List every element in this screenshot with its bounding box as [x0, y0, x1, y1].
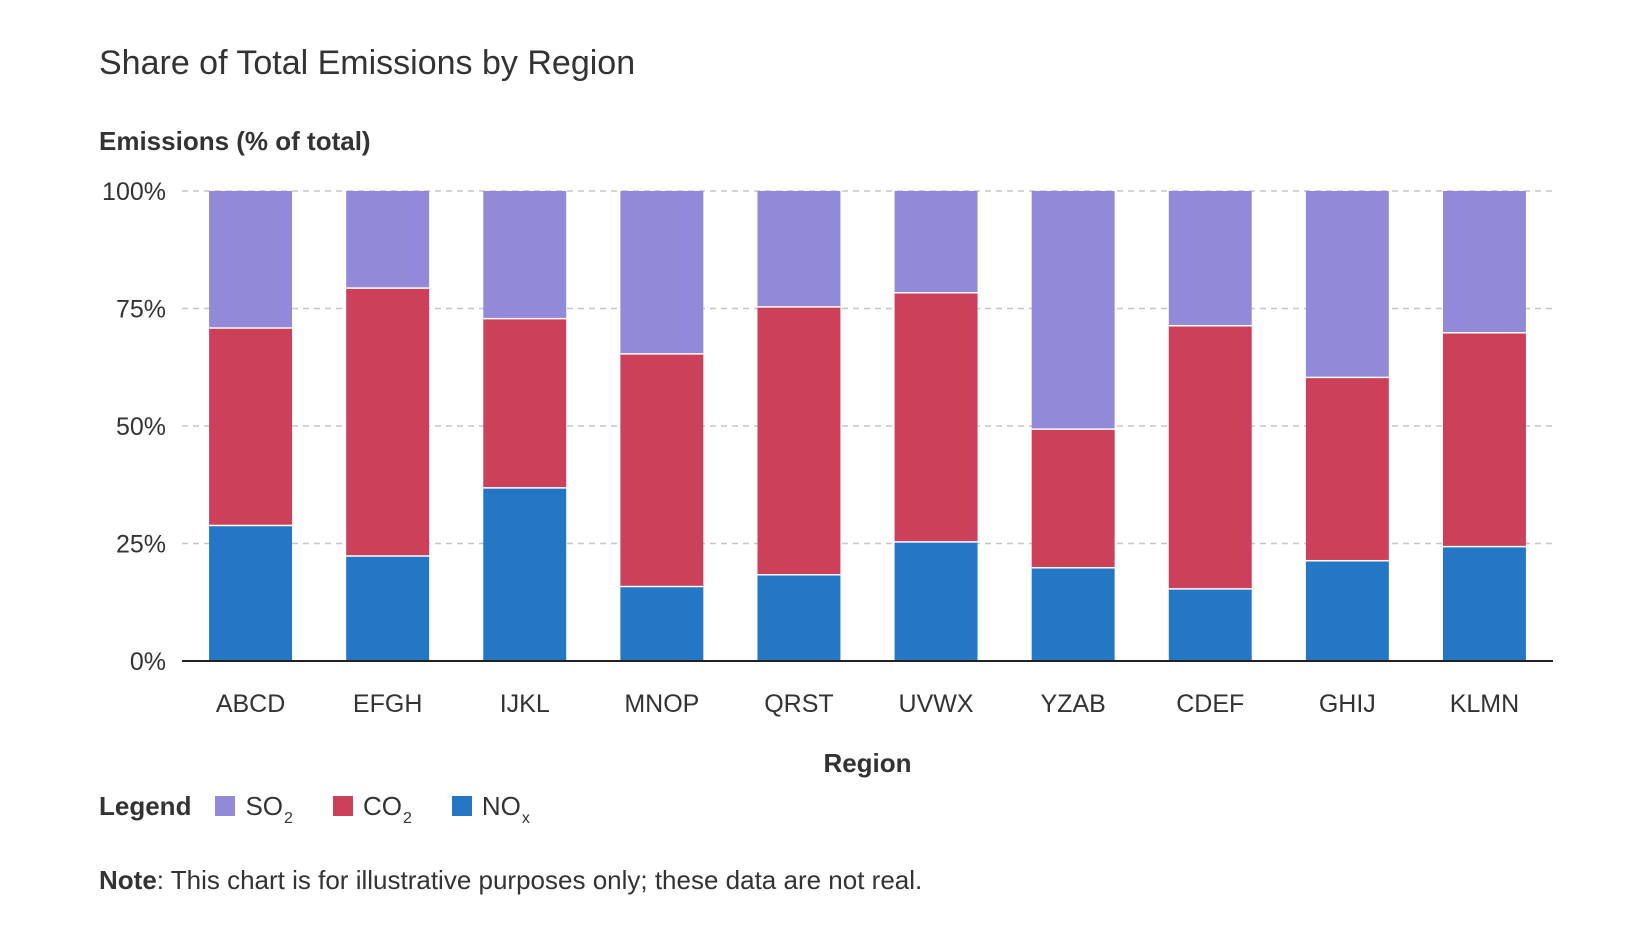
legend-item-nox: NOx: [451, 790, 530, 827]
footnote: Note: This chart is for illustrative pur…: [99, 865, 922, 896]
bar-segment: [1168, 324, 1252, 589]
legend-label-nox: NOx: [481, 790, 530, 827]
y-tick-label: 50%: [116, 413, 166, 441]
bar-segment: [1031, 428, 1115, 567]
chart-title: Share of Total Emissions by Region: [99, 44, 636, 82]
bar-segment: [894, 292, 978, 542]
bar-segment: [1305, 191, 1389, 377]
bar-segment: [346, 191, 430, 288]
x-tick-label: ABCD: [216, 690, 285, 718]
legend-swatch-so2: [215, 796, 236, 816]
gridlines: [182, 190, 1553, 545]
bar-segment: [1031, 567, 1115, 661]
legend-label-co2: CO2: [362, 790, 412, 827]
legend-swatch-nox: [451, 796, 472, 816]
x-tick-label: GHIJ: [1319, 690, 1376, 718]
x-axis-title: Region: [823, 748, 911, 778]
bars: [209, 191, 1526, 661]
legend-swatch-co2: [332, 796, 353, 816]
bar-segment: [209, 327, 293, 525]
y-tick-label: 100%: [102, 178, 166, 206]
bar-segment: [620, 191, 704, 354]
legend: Legend SO2 CO2 NOx: [99, 786, 570, 827]
footnote-label: Note: [99, 865, 157, 895]
bar-segment: [483, 317, 567, 488]
bar-segment: [209, 191, 293, 328]
bar-segment: [894, 541, 978, 661]
x-tick-label: KLMN: [1450, 690, 1519, 718]
x-tick-labels: ABCD EFGH IJKL MNOP QRST UVWX YZAB CDEF GHIJ KLMN: [216, 690, 1519, 718]
y-tick-label: 0%: [130, 648, 166, 676]
bar-segment: [346, 555, 430, 661]
x-tick-label: QRST: [764, 690, 833, 718]
bar-segment: [1305, 559, 1389, 661]
bar-segment: [483, 191, 567, 318]
y-tick-label: 75%: [116, 296, 166, 324]
bar-segment: [1031, 191, 1115, 429]
bar-segment: [1168, 191, 1252, 325]
legend-item-co2: CO2: [332, 790, 412, 827]
y-tick-labels: 0% 25% 50% 75% 100%: [102, 178, 166, 676]
bar-segment: [346, 287, 430, 556]
legend-title: Legend: [99, 790, 192, 821]
footnote-text: : This chart is for illustrative purpose…: [156, 865, 923, 895]
bar-segment: [620, 353, 704, 586]
x-tick-label: MNOP: [624, 690, 699, 718]
bar-segment: [757, 306, 841, 575]
bar-segment: [894, 191, 978, 293]
bar-segment: [209, 524, 293, 661]
legend-item-so2: SO2: [215, 790, 293, 827]
x-tick-label: EFGH: [353, 690, 422, 718]
x-tick-label: IJKL: [500, 690, 550, 718]
bar-segment: [1305, 376, 1389, 560]
bar-segment: [757, 191, 841, 307]
y-axis-title: Emissions (% of total): [99, 126, 371, 156]
bar-segment: [620, 585, 704, 661]
legend-label-so2: SO2: [245, 790, 293, 827]
bar-segment: [1442, 545, 1526, 661]
bar-segment: [1442, 191, 1526, 332]
y-tick-label: 25%: [116, 531, 166, 559]
bar-segment: [1442, 332, 1526, 546]
bar-segment: [483, 487, 567, 661]
bar-segment: [757, 574, 841, 661]
x-tick-label: UVWX: [899, 690, 974, 718]
bar-segment: [1168, 588, 1252, 661]
x-tick-label: YZAB: [1041, 690, 1106, 718]
x-tick-label: CDEF: [1176, 690, 1244, 718]
